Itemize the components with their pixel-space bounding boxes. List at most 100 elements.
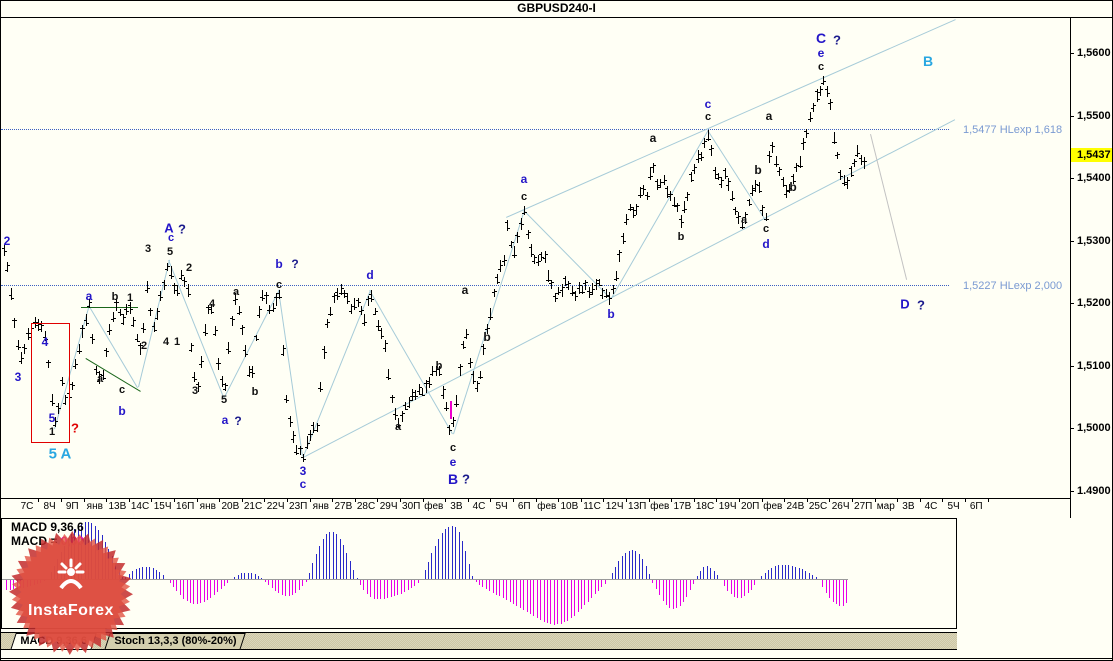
ohlc-open-tick bbox=[348, 311, 351, 313]
ohlc-close-tick bbox=[834, 141, 837, 143]
wave-label-c: c bbox=[704, 111, 712, 123]
macd-histogram-bar bbox=[196, 580, 198, 604]
ohlc-close-tick bbox=[154, 330, 157, 332]
time-axis-tick bbox=[467, 498, 469, 502]
macd-histogram-bar bbox=[431, 553, 433, 579]
ohlc-bar bbox=[551, 279, 553, 290]
ohlc-close-tick bbox=[83, 327, 86, 329]
ohlc-bar bbox=[565, 275, 566, 287]
macd-histogram-bar bbox=[812, 574, 814, 579]
ohlc-bar bbox=[357, 298, 359, 308]
ohlc-close-tick bbox=[851, 175, 854, 177]
macd-histogram-bar bbox=[543, 580, 545, 622]
wave-label-А: А bbox=[164, 220, 174, 236]
ohlc-open-tick bbox=[682, 210, 684, 212]
ohlc-bar bbox=[473, 371, 475, 384]
ohlc-bar bbox=[14, 318, 16, 328]
macd-histogram-bar bbox=[285, 580, 287, 596]
macd-histogram-bar bbox=[377, 580, 378, 600]
ohlc-bar bbox=[201, 356, 203, 368]
macd-histogram-bar bbox=[734, 580, 735, 597]
ohlc-close-tick bbox=[246, 354, 249, 356]
ohlc-close-tick bbox=[654, 164, 657, 166]
ohlc-bar bbox=[34, 316, 36, 329]
ohlc-close-tick bbox=[409, 400, 412, 402]
ohlc-bar bbox=[843, 175, 845, 187]
ohlc-open-tick bbox=[155, 317, 157, 319]
ohlc-close-tick bbox=[552, 282, 555, 284]
time-axis-tick bbox=[738, 498, 740, 502]
ohlc-open-tick bbox=[580, 292, 582, 294]
time-axis-label: мар bbox=[876, 501, 895, 512]
macd-histogram-bar bbox=[451, 525, 453, 579]
time-axis-label: 6П bbox=[517, 501, 531, 512]
ohlc-open-tick bbox=[321, 348, 324, 350]
ohlc-bar bbox=[119, 308, 121, 316]
ohlc-close-tick bbox=[338, 296, 341, 298]
macd-histogram-bar bbox=[499, 580, 501, 597]
ohlc-close-tick bbox=[763, 207, 766, 209]
ohlc-open-tick bbox=[831, 141, 834, 143]
ohlc-open-tick bbox=[590, 291, 593, 293]
ohlc-open-tick bbox=[760, 210, 763, 212]
time-axis-label: 23П bbox=[289, 501, 308, 512]
ohlc-open-tick bbox=[699, 153, 701, 155]
ohlc-open-tick bbox=[862, 161, 865, 163]
ohlc-bar bbox=[531, 244, 532, 257]
ohlc-open-tick bbox=[529, 247, 531, 249]
ohlc-close-tick bbox=[365, 322, 368, 324]
macd-histogram-bar bbox=[254, 574, 256, 579]
chart-title: GBPUSD240-I bbox=[1, 1, 1112, 18]
ohlc-close-tick bbox=[753, 190, 755, 192]
ohlc-close-tick bbox=[413, 395, 415, 397]
macd-histogram-bar bbox=[693, 580, 695, 584]
ohlc-bar bbox=[837, 151, 838, 160]
ohlc-open-tick bbox=[314, 430, 317, 432]
ohlc-open-tick bbox=[450, 422, 453, 424]
macd-histogram-bar bbox=[309, 573, 310, 579]
ohlc-bar bbox=[626, 213, 628, 226]
ohlc-open-tick bbox=[416, 390, 419, 392]
ohlc-close-tick bbox=[783, 184, 786, 186]
ohlc-open-tick bbox=[665, 188, 667, 190]
macd-histogram-bar bbox=[730, 580, 732, 595]
ohlc-bar bbox=[854, 159, 855, 167]
macd-histogram-bar bbox=[434, 545, 436, 579]
ohlc-close-tick bbox=[691, 179, 694, 181]
ohlc-bar bbox=[571, 285, 573, 297]
ohlc-bar bbox=[48, 359, 50, 368]
ohlc-bar bbox=[255, 334, 257, 342]
ohlc-open-tick bbox=[491, 291, 494, 293]
time-axis-tick bbox=[173, 498, 175, 502]
ohlc-open-tick bbox=[66, 393, 69, 395]
ohlc-close-tick bbox=[817, 98, 820, 100]
hlexp-2000-label: 1,5227 HLexp 2,000 bbox=[963, 280, 1063, 293]
ohlc-bar bbox=[82, 325, 84, 338]
macd-histogram-bar bbox=[264, 580, 266, 582]
ohlc-close-tick bbox=[457, 404, 460, 406]
ohlc-open-tick bbox=[474, 388, 477, 390]
macd-histogram-bar bbox=[152, 568, 154, 579]
macd-histogram-bar bbox=[638, 554, 640, 579]
time-axis-label: 29Ч bbox=[379, 501, 398, 512]
ohlc-bar bbox=[609, 292, 611, 305]
time-axis-tick bbox=[354, 498, 356, 502]
macd-histogram-bar bbox=[611, 573, 613, 579]
ohlc-open-tick bbox=[134, 339, 137, 341]
ohlc-open-tick bbox=[787, 190, 790, 192]
ohlc-open-tick bbox=[467, 363, 470, 365]
ohlc-open-tick bbox=[794, 167, 797, 169]
ohlc-close-tick bbox=[263, 298, 266, 300]
macd-histogram-bar bbox=[394, 580, 395, 597]
ohlc-bar bbox=[762, 204, 764, 216]
ohlc-close-tick bbox=[848, 179, 851, 181]
ohlc-close-tick bbox=[776, 163, 779, 165]
macd-histogram-bar bbox=[156, 570, 157, 579]
trendline-channel-upper bbox=[506, 19, 956, 218]
ohlc-bar bbox=[347, 293, 349, 305]
time-axis-tick bbox=[558, 498, 560, 502]
wave-label-5: 5 bbox=[48, 411, 56, 425]
macd-zero-line bbox=[1, 579, 848, 580]
macd-histogram-bar bbox=[703, 567, 705, 579]
ohlc-bar bbox=[177, 285, 179, 296]
